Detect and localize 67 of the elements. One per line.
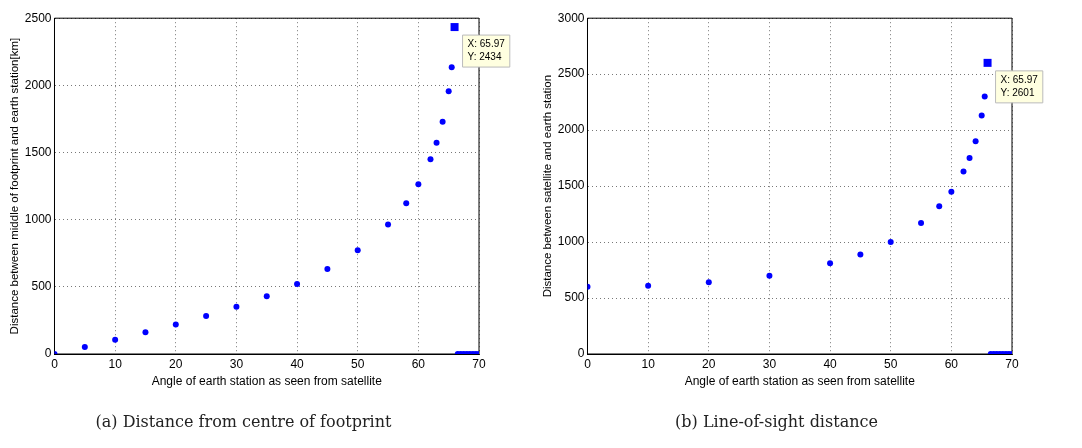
x-tick-label: 50 — [351, 356, 365, 371]
y-tick-label: 1500 — [24, 144, 52, 159]
point — [81, 343, 88, 350]
x-tick-label: 20 — [169, 356, 183, 371]
point — [827, 260, 834, 267]
x-tick-label: 10 — [108, 356, 123, 371]
y-axis-title: Distance between middle of footprint and earth station[km] — [8, 37, 21, 335]
y-tick-label: 0 — [577, 346, 585, 361]
point — [857, 251, 864, 258]
x-tick-label: 50 — [884, 356, 898, 371]
point — [445, 88, 452, 95]
point — [263, 293, 270, 300]
point — [972, 138, 979, 145]
x-tick-label: 70 — [1005, 356, 1019, 371]
point — [948, 188, 955, 195]
x-axis-title: Angle of earth station as seen from satellite — [151, 373, 383, 388]
point — [966, 155, 973, 162]
point — [439, 118, 446, 125]
point — [203, 312, 210, 319]
y-tick-label: 2500 — [557, 66, 585, 81]
y-tick-label: 1000 — [557, 234, 585, 249]
point — [448, 64, 455, 71]
y-axis-title: Distance between satellite and earth station — [541, 74, 554, 298]
y-tick-label: 1500 — [557, 178, 585, 193]
point — [385, 221, 392, 228]
point — [766, 272, 773, 279]
x-tick-label: 40 — [290, 356, 305, 371]
point — [981, 93, 988, 100]
point — [978, 112, 985, 119]
point — [427, 156, 434, 163]
y-tick-label: 2000 — [557, 122, 585, 137]
x-tick-label: 30 — [762, 356, 777, 371]
text: (a) Distance from centre of footprint — [95, 411, 393, 431]
point — [112, 336, 119, 343]
annotation: X: 65.97 Y: 2601 — [1000, 73, 1039, 98]
x-tick-label: 10 — [641, 356, 656, 371]
y-tick-label: 3000 — [557, 10, 585, 25]
x-tick-label: 40 — [823, 356, 838, 371]
point — [172, 321, 179, 328]
y-tick-label: 2000 — [24, 77, 52, 92]
y-tick-label: 2500 — [24, 10, 52, 25]
point — [324, 265, 331, 272]
point — [142, 329, 149, 336]
point — [645, 282, 652, 289]
point — [936, 203, 943, 210]
point — [415, 181, 422, 188]
x-tick-label: 60 — [411, 356, 426, 371]
y-tick-label: 1000 — [24, 211, 52, 226]
point — [233, 303, 240, 310]
point — [354, 247, 361, 254]
x-tick-label: 20 — [702, 356, 716, 371]
x-axis-title: Angle of earth station as seen from satellite — [684, 373, 916, 388]
x-tick-label: 70 — [472, 356, 486, 371]
point — [705, 279, 712, 286]
y-tick-label: 500 — [564, 290, 585, 305]
y-tick-label: 500 — [31, 279, 52, 294]
x-tick-label: 60 — [944, 356, 959, 371]
point — [960, 168, 967, 175]
point — [294, 280, 301, 287]
point — [918, 220, 925, 227]
point — [887, 239, 894, 246]
y-tick-label: 0 — [44, 346, 52, 361]
point — [433, 139, 440, 146]
x-tick-label: 30 — [229, 356, 244, 371]
point — [403, 200, 410, 207]
text: (b) Line-of-sight distance — [675, 411, 878, 431]
annotation: X: 65.97 Y: 2434 — [467, 37, 506, 62]
